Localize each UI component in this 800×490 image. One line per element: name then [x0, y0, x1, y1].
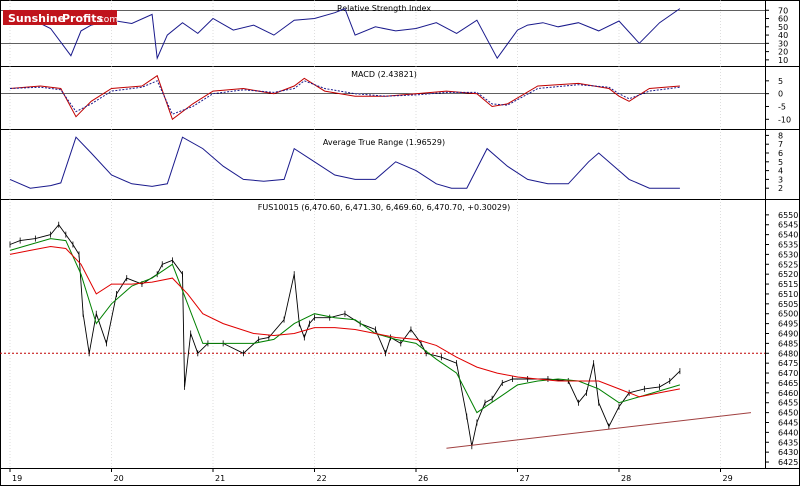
y-tick-label: 0 [778, 90, 783, 99]
support-trendline [446, 412, 752, 449]
panel-title: Average True Range (1.96529) [323, 138, 445, 147]
y-tick-label: 40 [778, 31, 788, 40]
y-tick-label: -10 [778, 115, 791, 124]
logo-background [3, 10, 117, 25]
y-tick-label: 6515 [778, 280, 798, 289]
y-tick-label: 8 [778, 131, 783, 140]
x-tick-label: 21 [215, 474, 225, 483]
y-tick-label: 6500 [778, 310, 798, 319]
y-tick-label: 6450 [778, 409, 798, 418]
y-tick-label: 2 [778, 184, 783, 193]
y-tick-label: -5 [778, 102, 786, 111]
y-tick-label: 6425 [778, 458, 798, 467]
logo-part2: Profits [62, 12, 103, 25]
y-tick-label: 20 [778, 48, 788, 57]
y-tick-label: 6505 [778, 300, 798, 309]
y-tick-label: 6545 [778, 221, 798, 230]
y-tick-label: 6550 [778, 211, 798, 220]
y-tick-label: 70 [778, 6, 788, 15]
x-tick-label: 20 [114, 474, 124, 483]
x-tick-label: 22 [317, 474, 327, 483]
x-tick-label: 28 [621, 474, 631, 483]
y-tick-label: 6490 [778, 330, 798, 339]
y-tick-label: 60 [778, 15, 788, 24]
panel-title: Relative Strength Index [337, 4, 431, 13]
x-tick-label: 26 [418, 474, 428, 483]
y-tick-label: 7 [778, 140, 783, 149]
series-price [9, 223, 681, 447]
series-1 [9, 74, 680, 121]
y-tick-label: 6435 [778, 438, 798, 447]
y-tick-label: 6540 [778, 231, 798, 240]
y-tick-label: 4 [778, 167, 783, 176]
x-tick-label: 29 [723, 474, 733, 483]
y-tick-label: 10 [778, 56, 788, 65]
x-tick-label: 27 [520, 474, 530, 483]
y-tick-label: 3 [778, 175, 783, 184]
series-2 [9, 80, 680, 115]
y-tick-label: 6440 [778, 428, 798, 437]
y-tick-label: 6465 [778, 379, 798, 388]
y-tick-label: 30 [778, 39, 788, 48]
y-tick-label: 6460 [778, 389, 798, 398]
panel-title: FUS10015 (6,470.60, 6,471.30, 6,469.60, … [258, 203, 510, 212]
y-tick-label: 5 [778, 77, 783, 86]
y-tick-label: 6430 [778, 448, 798, 457]
y-tick-label: 6520 [778, 270, 798, 279]
series-ma-short [9, 238, 681, 414]
y-tick-label: 6495 [778, 320, 798, 329]
y-tick-label: 6475 [778, 359, 798, 368]
panel-4: 6425643064356440644564506455646064656470… [0, 199, 800, 483]
y-tick-label: 6525 [778, 260, 798, 269]
series-1 [9, 136, 680, 189]
logo-suffix: .com [96, 15, 118, 25]
y-tick-label: 6480 [778, 349, 798, 358]
y-tick-label: 6530 [778, 250, 798, 259]
panel-2: -10 -5 0 5 MACD (2.43821) [0, 66, 800, 129]
logo: Sunshine Profits .com [3, 10, 118, 25]
y-tick-label: 5 [778, 158, 783, 167]
y-tick-label: 6 [778, 149, 783, 158]
y-tick-label: 6445 [778, 418, 798, 427]
series-ma-long [9, 245, 680, 398]
y-tick-label: 6455 [778, 399, 798, 408]
logo-part1: Sunshine [8, 12, 65, 25]
y-tick-label: 50 [778, 23, 788, 32]
y-tick-label: 6510 [778, 290, 798, 299]
x-tick-label: 19 [12, 474, 22, 483]
panel-title: MACD (2.43821) [351, 70, 417, 79]
y-tick-label: 6470 [778, 369, 798, 378]
y-tick-label: 6535 [778, 241, 798, 250]
y-tick-label: 6485 [778, 339, 798, 348]
series-1 [9, 7, 681, 61]
